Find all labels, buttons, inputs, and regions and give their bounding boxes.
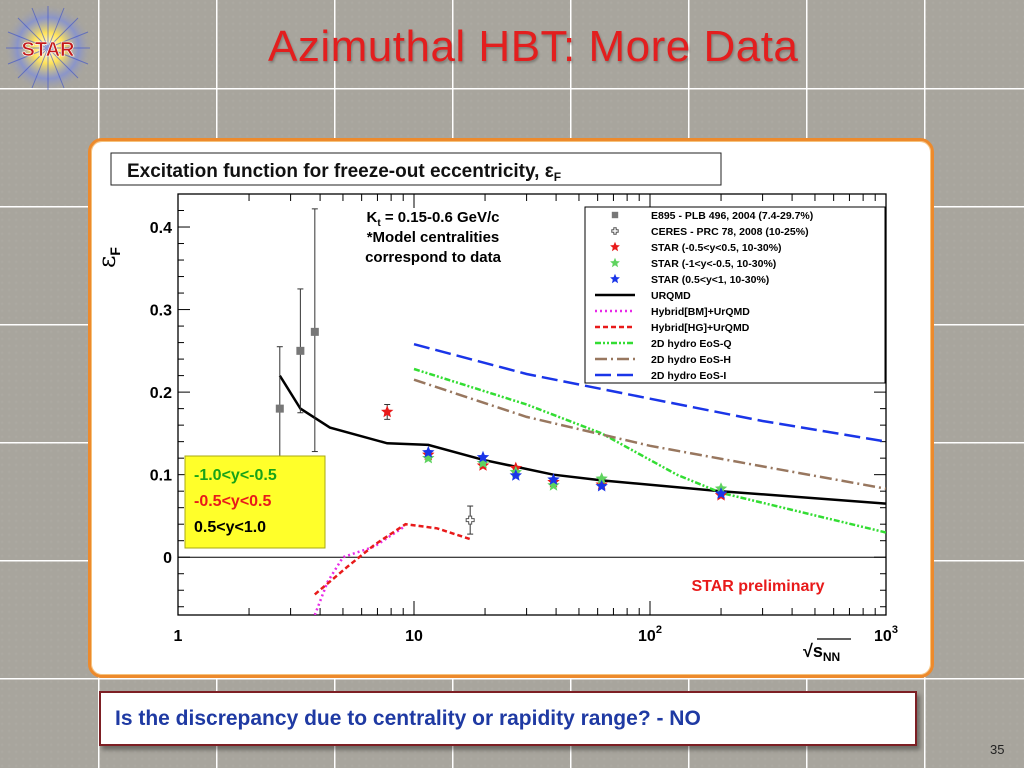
plot-frame (177, 193, 887, 616)
x-tick-label: 1 (174, 628, 183, 645)
star-logo-icon: STAR (4, 4, 92, 92)
logo-text: STAR (22, 39, 76, 61)
series-line-hybrid-bm-urqmd (313, 524, 407, 615)
legend-label: 2D hydro EoS-H (651, 354, 731, 366)
series-line-2d-hydro-eos-q (413, 367, 886, 534)
series-line-2d-hydro-eos-h (413, 378, 886, 490)
data-point (465, 515, 475, 525)
y-tick-label: 0 (163, 550, 172, 567)
chart-title: Excitation function for freeze-out eccen… (127, 161, 561, 184)
legend-label: 2D hydro EoS-Q (651, 338, 732, 350)
data-point (296, 346, 305, 355)
annotation-line: *Model centralities (367, 229, 500, 246)
data-point (714, 487, 728, 499)
rapidity-legend-label: 0.5<y<1.0 (194, 519, 266, 536)
rapidity-legend-label: -1.0<y<-0.5 (194, 467, 277, 484)
data-point (595, 472, 608, 485)
legend-label: 2D hydro EoS-I (651, 370, 726, 382)
page-number: 35 (990, 742, 1005, 757)
y-tick-label: 0.2 (150, 385, 172, 402)
data-point (310, 327, 319, 336)
rapidity-legend-box (184, 455, 326, 549)
legend-label: E895 - PLB 496, 2004 (7.4-29.7%) (651, 210, 813, 222)
data-point (547, 473, 560, 485)
data-point (381, 405, 394, 418)
legend-label: CERES - PRC 78, 2008 (10-25%) (651, 226, 809, 238)
y-axis-label: εF (93, 247, 123, 268)
figure-frame: Excitation function for freeze-out eccen… (88, 138, 934, 678)
model-curves (278, 342, 886, 615)
legend-label: Hybrid[HG]+UrQMD (651, 322, 750, 334)
legend-label: URQMD (651, 290, 691, 302)
x-axis-label-subscript: NN (823, 650, 840, 664)
data-point (476, 456, 490, 469)
data-point (547, 478, 560, 491)
legend-label: STAR (-0.5<y<0.5, 10-30%) (651, 242, 782, 254)
chart-title-box (110, 152, 722, 186)
x-axis-label: √sNN (803, 641, 840, 664)
x-tick-label: 10 (405, 628, 423, 645)
data-point (476, 450, 490, 463)
x-tick-label-exponent: 2 (656, 624, 662, 636)
legend-label: Hybrid[BM]+UrQMD (651, 306, 750, 318)
annotation-line: correspond to data (365, 249, 502, 266)
annotation-subscript: t (377, 218, 381, 229)
legend-marker (610, 257, 620, 268)
y-tick-label: 0.1 (150, 468, 172, 485)
y-tick-label: 0.3 (150, 303, 172, 320)
legend-marker (611, 227, 619, 235)
slide-title: Azimuthal HBT: More Data (268, 22, 799, 71)
legend-marker (610, 241, 620, 252)
legend-marker (611, 211, 619, 219)
series-line-2d-hydro-eos-i (413, 342, 886, 443)
preliminary-label: STAR preliminary (691, 578, 824, 595)
chart-title-subscript: F (554, 170, 561, 184)
legend-label: STAR (-1<y<-0.5, 10-30%) (651, 258, 776, 270)
legend-marker (610, 273, 620, 284)
data-point (509, 469, 522, 481)
x-tick-label-exponent: 3 (892, 624, 898, 636)
data-point (422, 445, 435, 458)
x-tick-label: 102 (638, 624, 662, 645)
annotation-rest: = 0.15-0.6 GeV/c (381, 209, 500, 226)
rapidity-legend-label: -0.5<y<0.5 (194, 493, 272, 510)
star-logo: STAR (2, 2, 94, 94)
data-point (595, 479, 608, 492)
y-tick-label: 0.4 (150, 220, 172, 237)
x-tick-label: 103 (874, 624, 898, 645)
y-axis-label-subscript: F (107, 247, 123, 256)
series-line-hybrid-hg-urqmd (313, 522, 471, 596)
series-line-urqmd (278, 374, 886, 505)
question-text: Is the discrepancy due to centrality or … (115, 706, 701, 730)
excitation-function-chart: Excitation function for freeze-out eccen… (93, 152, 898, 664)
legend-label: STAR (0.5<y<1, 10-30%) (651, 274, 769, 286)
question-box: Is the discrepancy due to centrality or … (99, 691, 917, 746)
annotation-line: Kt = 0.15-0.6 GeV/c (366, 209, 499, 229)
data-point (275, 404, 284, 413)
data-point (422, 451, 435, 464)
